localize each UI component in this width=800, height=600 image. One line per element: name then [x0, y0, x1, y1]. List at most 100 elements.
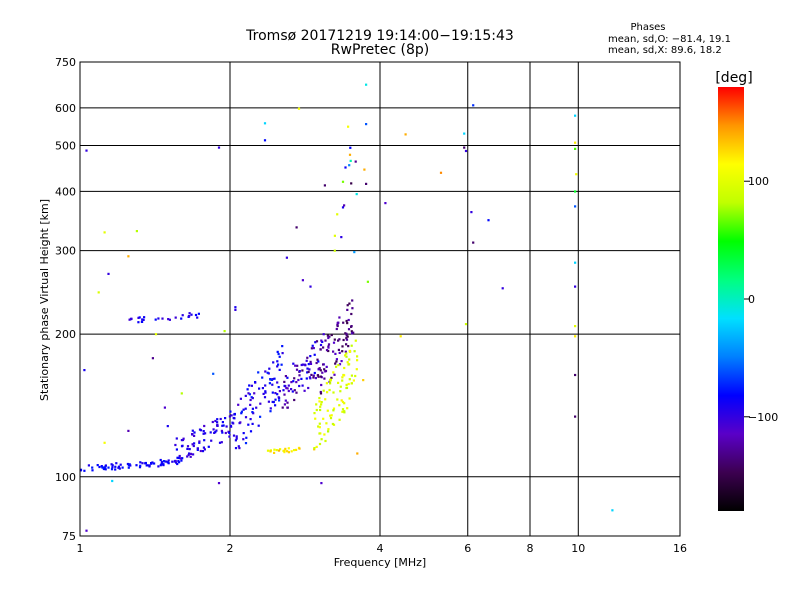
data-point: [283, 449, 286, 452]
data-point: [345, 319, 348, 323]
data-point: [347, 345, 350, 348]
data-point: [219, 417, 222, 421]
data-point: [347, 328, 351, 331]
data-point: [211, 420, 214, 424]
data-point: [223, 330, 226, 333]
data-point: [343, 204, 346, 207]
phases-heading: Phases: [630, 22, 665, 33]
data-point: [83, 469, 86, 472]
data-point: [274, 398, 277, 401]
data-point: [319, 348, 322, 351]
data-point: [285, 256, 288, 259]
data-point: [342, 321, 345, 324]
data-point: [253, 392, 256, 395]
data-point: [319, 390, 322, 394]
data-point: [245, 436, 248, 439]
data-point: [276, 393, 279, 396]
data-point: [574, 147, 577, 150]
data-point: [298, 384, 301, 388]
data-point: [344, 354, 347, 357]
data-point: [209, 431, 212, 434]
data-point: [315, 408, 318, 412]
data-point: [168, 318, 171, 321]
data-point: [324, 339, 327, 342]
data-point: [344, 350, 347, 353]
data-point: [283, 393, 286, 396]
data-point: [273, 377, 276, 380]
y-tick-labels: 75 100 200 300 400 500 600 750: [55, 56, 76, 543]
data-point: [330, 376, 333, 379]
data-point: [326, 334, 329, 337]
data-point: [439, 171, 443, 174]
data-point: [487, 219, 490, 222]
data-point: [278, 355, 281, 358]
data-point: [341, 206, 345, 209]
data-point: [199, 429, 203, 432]
data-point: [341, 408, 345, 411]
data-point: [290, 381, 293, 384]
data-point: [178, 454, 181, 458]
data-point: [91, 469, 94, 472]
data-point: [285, 387, 288, 390]
y-tick-label: 600: [55, 102, 76, 115]
data-point: [321, 340, 324, 343]
data-point: [287, 384, 290, 387]
data-point: [248, 384, 251, 387]
data-point: [305, 359, 308, 362]
data-point: [239, 421, 242, 424]
data-point: [384, 202, 387, 205]
data-point: [298, 370, 301, 373]
data-point: [319, 405, 322, 408]
data-point: [114, 465, 117, 468]
data-point: [336, 321, 339, 324]
data-point: [230, 414, 233, 417]
data-point: [574, 261, 577, 264]
data-point: [303, 363, 306, 366]
data-point: [280, 363, 283, 366]
data-point: [463, 132, 466, 135]
x-tick-label: 6: [464, 542, 471, 555]
data-point: [354, 374, 357, 378]
data-point: [323, 368, 326, 371]
data-point: [232, 422, 235, 425]
data-point: [249, 403, 252, 406]
data-point: [326, 409, 329, 412]
data-point: [320, 401, 323, 404]
data-point: [345, 352, 348, 355]
data-point: [344, 332, 347, 335]
data-point: [264, 391, 267, 394]
data-point: [114, 468, 117, 471]
data-point: [198, 440, 201, 443]
data-point: [322, 389, 325, 392]
data-point: [319, 343, 323, 347]
data-point: [315, 445, 318, 448]
data-point: [196, 448, 199, 451]
data-point: [263, 139, 267, 142]
data-point: [261, 387, 264, 390]
data-point: [111, 466, 114, 469]
data-point: [316, 374, 320, 377]
data-point: [346, 322, 349, 325]
data-point: [127, 255, 130, 258]
data-point: [96, 464, 99, 467]
data-point: [235, 435, 238, 438]
data-point: [332, 350, 335, 353]
data-point: [154, 333, 158, 336]
data-point: [333, 234, 336, 237]
data-point: [119, 463, 122, 466]
data-point: [137, 321, 140, 324]
data-point: [135, 464, 138, 467]
data-point: [284, 375, 287, 378]
data-point: [220, 441, 223, 444]
data-point: [319, 375, 322, 378]
data-point: [337, 348, 340, 351]
data-point: [238, 447, 241, 450]
data-point: [281, 345, 284, 348]
data-point: [161, 317, 164, 320]
data-point: [315, 403, 318, 406]
data-point: [146, 464, 149, 467]
colorbar-tick-label: 0: [748, 293, 755, 306]
data-point: [307, 386, 310, 390]
data-point: [333, 373, 336, 376]
